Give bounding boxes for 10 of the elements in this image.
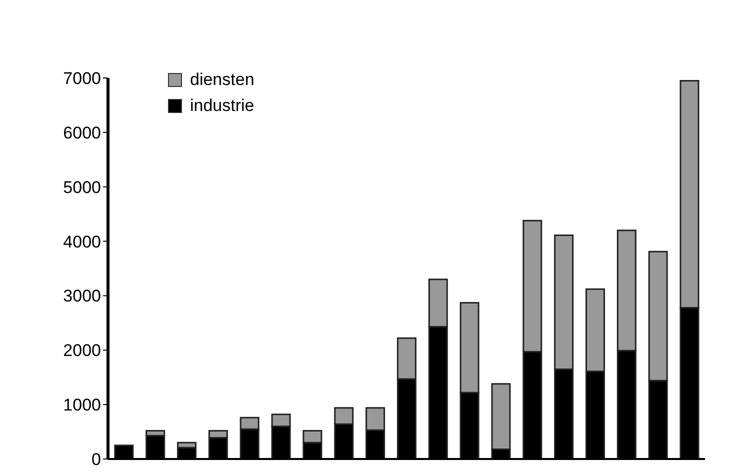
y-tick-label: 0 <box>92 450 101 470</box>
y-tick-label: 1000 <box>63 396 101 415</box>
y-tick-label: 7000 <box>63 69 101 88</box>
legend-label: industrie <box>190 96 254 116</box>
y-tick-label: 2000 <box>63 341 101 360</box>
y-tick-label: 5000 <box>63 178 101 197</box>
legend-label: diensten <box>190 70 254 90</box>
y-tick-label: 4000 <box>63 232 101 252</box>
y-tick-label: 3000 <box>63 286 101 306</box>
y-tick-label: 6000 <box>63 123 101 142</box>
